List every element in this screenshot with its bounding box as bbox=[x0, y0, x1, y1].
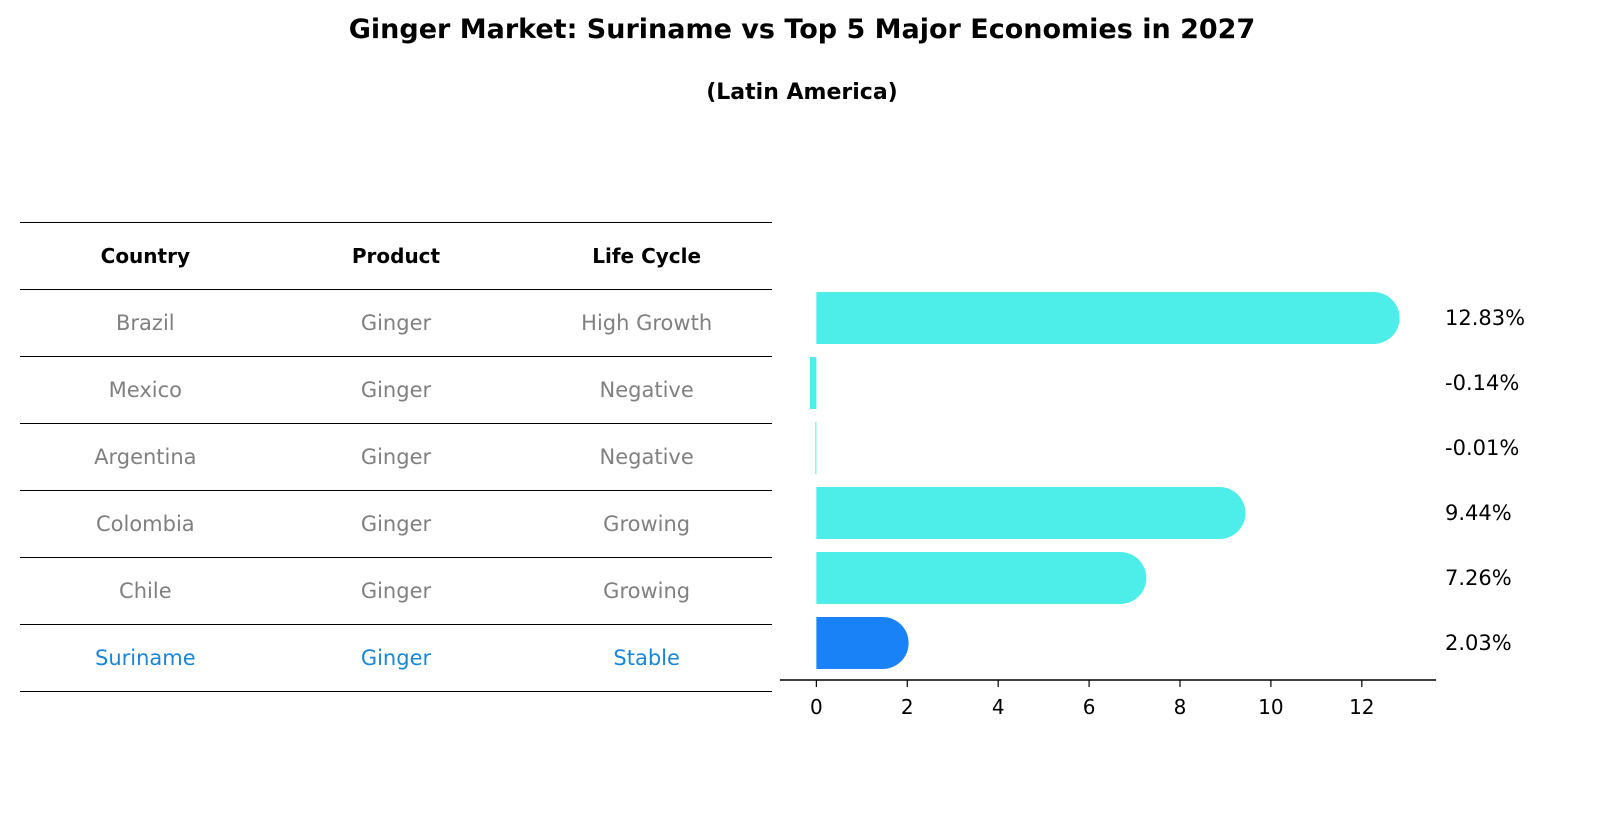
x-tick-label: 2 bbox=[901, 695, 914, 719]
bar-mexico bbox=[810, 357, 817, 409]
cell-country: Suriname bbox=[20, 624, 271, 692]
cell-life-cycle: Negative bbox=[521, 423, 772, 491]
header-product: Product bbox=[270, 222, 522, 290]
table-row: Colombia Ginger Growing bbox=[20, 490, 772, 558]
x-tick-label: 6 bbox=[1083, 695, 1096, 719]
chart-title: Ginger Market: Suriname vs Top 5 Major E… bbox=[348, 14, 1256, 45]
table-row: Mexico Ginger Negative bbox=[20, 356, 772, 424]
value-label: -0.14% bbox=[1445, 371, 1519, 395]
x-tick-label: 10 bbox=[1258, 695, 1283, 719]
cell-product: Ginger bbox=[270, 356, 522, 424]
cell-life-cycle: Negative bbox=[521, 356, 772, 424]
cell-country: Argentina bbox=[20, 423, 271, 491]
value-label: 2.03% bbox=[1445, 631, 1512, 655]
cell-life-cycle: High Growth bbox=[521, 289, 772, 357]
cell-country: Colombia bbox=[20, 490, 271, 558]
bars-group bbox=[810, 292, 1400, 669]
cell-product: Ginger bbox=[270, 423, 522, 491]
cell-country: Mexico bbox=[20, 356, 271, 424]
header-life-cycle: Life Cycle bbox=[521, 222, 772, 290]
chart-subtitle: (Latin America) bbox=[706, 80, 898, 105]
cell-product: Ginger bbox=[270, 624, 522, 692]
value-label: -0.01% bbox=[1445, 436, 1519, 460]
cell-life-cycle: Stable bbox=[521, 624, 772, 692]
x-axis: 0 2 4 6 8 10 12 bbox=[780, 679, 1436, 719]
value-label: 12.83% bbox=[1445, 306, 1525, 330]
cell-life-cycle: Growing bbox=[521, 557, 772, 625]
value-label: 9.44% bbox=[1445, 501, 1512, 525]
cell-product: Ginger bbox=[270, 490, 522, 558]
value-labels-group: 12.83% -0.14% -0.01% 9.44% 7.26% 2.03% bbox=[1445, 306, 1525, 655]
cell-product: Ginger bbox=[270, 289, 522, 357]
bar-suriname bbox=[816, 617, 909, 669]
table-row: Argentina Ginger Negative bbox=[20, 423, 772, 491]
table-row: Chile Ginger Growing bbox=[20, 557, 772, 625]
x-tick-label: 0 bbox=[810, 695, 823, 719]
cell-life-cycle: Growing bbox=[521, 490, 772, 558]
bar-chile bbox=[816, 552, 1147, 604]
cell-country: Brazil bbox=[20, 289, 271, 357]
table-row: Brazil Ginger High Growth bbox=[20, 289, 772, 357]
x-tick-label: 12 bbox=[1349, 695, 1374, 719]
header-country: Country bbox=[20, 222, 271, 290]
cell-product: Ginger bbox=[270, 557, 522, 625]
bar-colombia bbox=[816, 487, 1246, 539]
bar-argentina bbox=[815, 422, 817, 474]
x-tick-label: 8 bbox=[1174, 695, 1187, 719]
cell-country: Chile bbox=[20, 557, 271, 625]
table-header-row: Country Product Life Cycle bbox=[20, 222, 772, 290]
bar-chart: 12.83% -0.14% -0.01% 9.44% 7.26% 2.03% 0 2 4 6 8 1… bbox=[780, 292, 1525, 719]
bar-brazil bbox=[816, 292, 1400, 344]
table-row-highlight: Suriname Ginger Stable bbox=[20, 624, 772, 692]
value-label: 7.26% bbox=[1445, 566, 1512, 590]
x-tick-label: 4 bbox=[992, 695, 1005, 719]
comparison-table: Country Product Life Cycle Brazil Ginger… bbox=[20, 222, 772, 692]
